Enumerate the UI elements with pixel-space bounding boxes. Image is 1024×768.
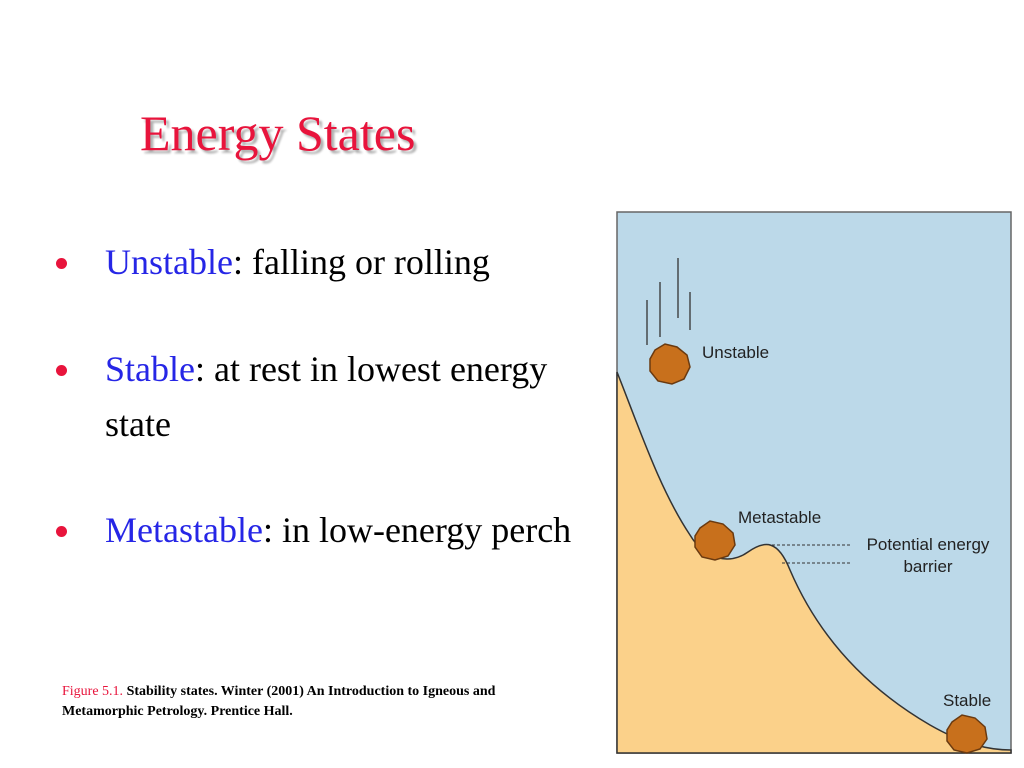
bullet-term: Metastable: [105, 510, 263, 550]
bullet-dot: [56, 526, 67, 537]
rocks: [649, 343, 988, 754]
bullet-text: : at rest in lowest energy state: [105, 349, 548, 444]
bullet-text: : in low-energy perch: [262, 510, 572, 550]
figure-label: Unstable: [702, 343, 769, 362]
figure-label: Metastable: [738, 508, 821, 527]
bullet-dot: [56, 365, 67, 376]
bullet-text: : falling or rolling: [232, 242, 490, 282]
slide-title: Energy States: [140, 105, 416, 161]
figure-label: barrier: [903, 557, 952, 576]
barrier-dashes: [772, 544, 850, 564]
bullet: Stable: at rest in lowest energy state: [56, 342, 565, 452]
caption-label: Figure 5.1.: [62, 684, 124, 699]
figure-label: Stable: [943, 691, 991, 710]
caption-text: Stability states. Winter (2001) An Intro…: [62, 684, 496, 719]
bullet-term: Stable: [105, 349, 195, 389]
bullet: Metastable: in low-energy perch: [56, 503, 605, 558]
bullet: Unstable: falling or rolling: [56, 235, 605, 290]
caption: Figure 5.1. Stability states. Winter (20…: [62, 682, 522, 722]
figure-label: Potential energy: [867, 535, 990, 554]
bullet-term: Unstable: [105, 242, 233, 282]
fall-lines: [646, 258, 691, 345]
bullet-dot: [56, 258, 67, 269]
